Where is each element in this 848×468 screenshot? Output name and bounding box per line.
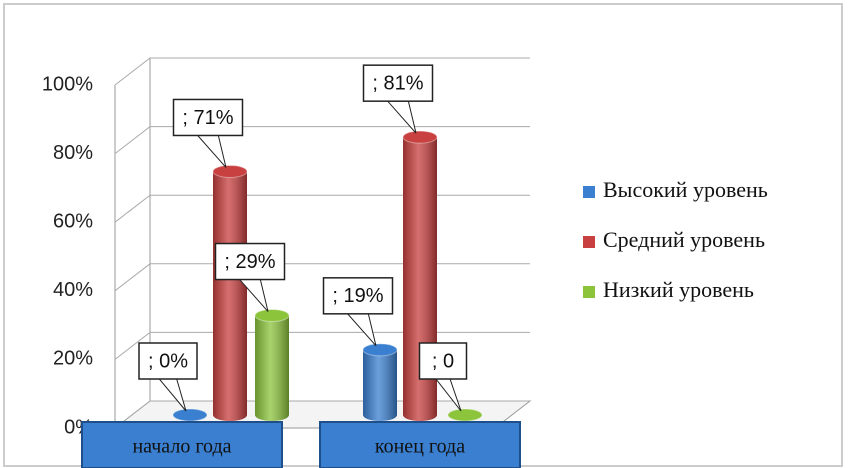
value-label: ; 0 bbox=[432, 350, 454, 372]
legend-swatch bbox=[583, 286, 595, 298]
category-box bbox=[81, 421, 283, 468]
y-tick-label: 60% bbox=[53, 210, 93, 232]
callout bbox=[172, 98, 244, 137]
bar-top bbox=[172, 408, 208, 422]
bar-shade bbox=[255, 315, 289, 421]
grid-line bbox=[114, 126, 530, 154]
legend-swatch bbox=[583, 236, 595, 248]
bar-shade bbox=[213, 171, 247, 421]
callout bbox=[138, 342, 198, 380]
y-tick-label: 80% bbox=[53, 142, 93, 164]
bar-top bbox=[254, 309, 290, 323]
bar-top bbox=[402, 130, 438, 144]
callout bbox=[362, 64, 434, 102]
bar-top bbox=[362, 343, 398, 357]
legend-label: Высокий уровень bbox=[603, 177, 768, 202]
x-tick-label: конец года bbox=[375, 436, 465, 458]
callout bbox=[418, 342, 468, 380]
callout-tail bbox=[346, 313, 377, 347]
value-label: ; 29% bbox=[224, 251, 275, 273]
callout bbox=[214, 242, 286, 281]
grid-line bbox=[114, 57, 530, 86]
value-label: ; 19% bbox=[332, 285, 383, 307]
category-box bbox=[319, 421, 521, 468]
callout-tail bbox=[196, 134, 227, 168]
value-label: ; 81% bbox=[372, 72, 423, 94]
grid-line bbox=[114, 263, 530, 292]
callout bbox=[322, 277, 394, 315]
y-tick-label: 100% bbox=[42, 73, 93, 95]
x-tick-label: начало года bbox=[132, 436, 231, 458]
bar-top bbox=[212, 164, 248, 178]
legend-swatch bbox=[583, 186, 595, 198]
bar-top bbox=[447, 408, 483, 422]
grid-line bbox=[114, 194, 530, 223]
callout-tail bbox=[386, 100, 417, 134]
value-label: ; 0% bbox=[148, 350, 188, 372]
legend-label: Низкий уровень bbox=[603, 277, 754, 302]
y-tick-label: 20% bbox=[53, 348, 93, 370]
legend-label: Средний уровень bbox=[603, 227, 765, 252]
value-label: ; 71% bbox=[182, 107, 233, 129]
y-tick-label: 40% bbox=[53, 279, 93, 301]
bar-shade bbox=[363, 349, 397, 421]
